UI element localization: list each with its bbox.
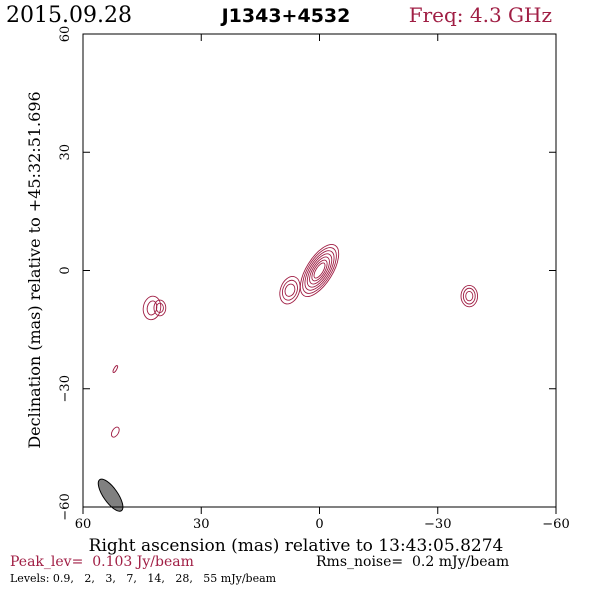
frequency-label: Freq: 4.3 GHz — [409, 3, 552, 27]
observation-date: 2015.09.28 — [6, 3, 132, 28]
contour-levels: Levels: 0.9, 2, 3, 7, 14, 28, 55 mJy/bea… — [10, 572, 277, 585]
contour-knot-west-level-1 — [465, 290, 474, 302]
contour-core-level-7 — [299, 244, 340, 297]
y-tick-label-1: 30 — [58, 144, 73, 161]
contour-knot-east-level-3 — [279, 276, 301, 305]
y-tick-label-4: −60 — [58, 493, 73, 520]
y-tick-label-0: 60 — [58, 26, 73, 43]
contour-knot-east-level-1 — [284, 283, 296, 297]
x-tick-label-3: −30 — [424, 517, 451, 532]
x-axis-label: Right ascension (mas) relative to 13:43:… — [89, 536, 504, 556]
source-name: J1343+4532 — [220, 5, 351, 27]
tick-layer — [82, 33, 557, 514]
contour-knot-southeast-b-level-2 — [142, 295, 162, 321]
x-tick-label-2: 0 — [315, 517, 323, 532]
beam-layer — [97, 478, 124, 512]
contour-layer — [110, 244, 479, 438]
contour-knot-southeast-a-level-2 — [153, 299, 167, 317]
contour-core-level-3 — [309, 256, 330, 285]
contour-core-level-1 — [313, 262, 326, 279]
contour-knot-east-level-2 — [281, 279, 298, 301]
contour-core-level-4 — [306, 253, 333, 288]
x-tick-label-4: −60 — [542, 517, 569, 532]
contour-core-level-6 — [302, 247, 337, 294]
contour-component-core — [299, 244, 340, 297]
contour-core-level-5 — [304, 250, 335, 291]
contour-component-knot-southeast-b — [142, 295, 162, 321]
contour-component-knot-east — [279, 276, 301, 305]
contour-core-level-2 — [311, 259, 328, 282]
contour-knot-southeast-b-level-1 — [146, 300, 158, 316]
restoring-beam — [97, 478, 124, 512]
contour-component-blob-b — [110, 426, 120, 438]
contour-knot-west-level-3 — [460, 285, 479, 308]
x-tick-label-0: 60 — [75, 517, 92, 532]
y-tick-label-3: −30 — [58, 375, 73, 402]
x-tick-label-1: 30 — [193, 517, 210, 532]
contour-knot-west-level-2 — [462, 287, 476, 305]
rms-noise: Rms_noise= 0.2 mJy/beam — [316, 554, 509, 570]
y-axis-label: Declination (mas) relative to +45:32:51.… — [25, 91, 44, 448]
peak-level: Peak_lev= 0.103 Jy/beam — [10, 554, 194, 570]
y-tick-label-2: 0 — [58, 266, 73, 274]
contour-blob-a-level-1 — [112, 365, 119, 373]
contour-component-blob-a — [112, 365, 119, 373]
plot-frame — [82, 33, 557, 508]
contour-blob-b-level-1 — [110, 426, 120, 438]
contour-component-knot-west — [460, 285, 479, 308]
